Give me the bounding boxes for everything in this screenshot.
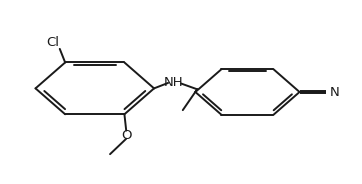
Text: N: N — [329, 86, 339, 98]
Text: O: O — [121, 129, 131, 142]
Text: NH: NH — [164, 76, 184, 89]
Text: Cl: Cl — [46, 36, 59, 49]
